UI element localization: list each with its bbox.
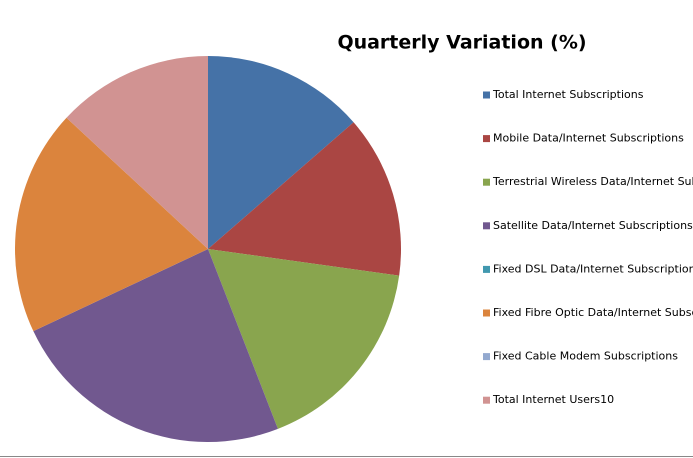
legend-swatch	[483, 91, 490, 99]
legend-label: Fixed Cable Modem Subscriptions	[493, 350, 678, 363]
pie-slice	[66, 117, 208, 249]
pie-slice	[33, 249, 278, 442]
legend-swatch	[483, 222, 490, 230]
legend-label: Satellite Data/Internet Subscriptions	[493, 219, 693, 232]
legend-swatch	[483, 396, 490, 404]
legend-swatch	[483, 265, 490, 273]
pie-slice	[208, 56, 354, 249]
legend-swatch	[483, 309, 490, 317]
legend-swatch	[483, 353, 490, 361]
legend-label: Fixed DSL Data/Internet Subscriptions	[493, 262, 693, 275]
chart-title: Quarterly Variation (%)	[337, 32, 586, 54]
legend-label: Fixed Fibre Optic Data/Internet Subscrip…	[493, 306, 693, 319]
legend-label: Mobile Data/Internet Subscriptions	[493, 132, 684, 145]
legend-label: Total Internet Users10	[492, 393, 614, 406]
legend-label: Terrestrial Wireless Data/Internet Subsc…	[492, 175, 693, 188]
legend-label: Total Internet Subscriptions	[492, 88, 644, 101]
legend-swatch	[483, 178, 490, 186]
pie-slice	[208, 249, 400, 429]
pie-slice	[66, 55, 208, 249]
legend-swatch	[483, 135, 490, 143]
pie-slice	[14, 117, 209, 332]
pie-slice	[208, 122, 401, 276]
